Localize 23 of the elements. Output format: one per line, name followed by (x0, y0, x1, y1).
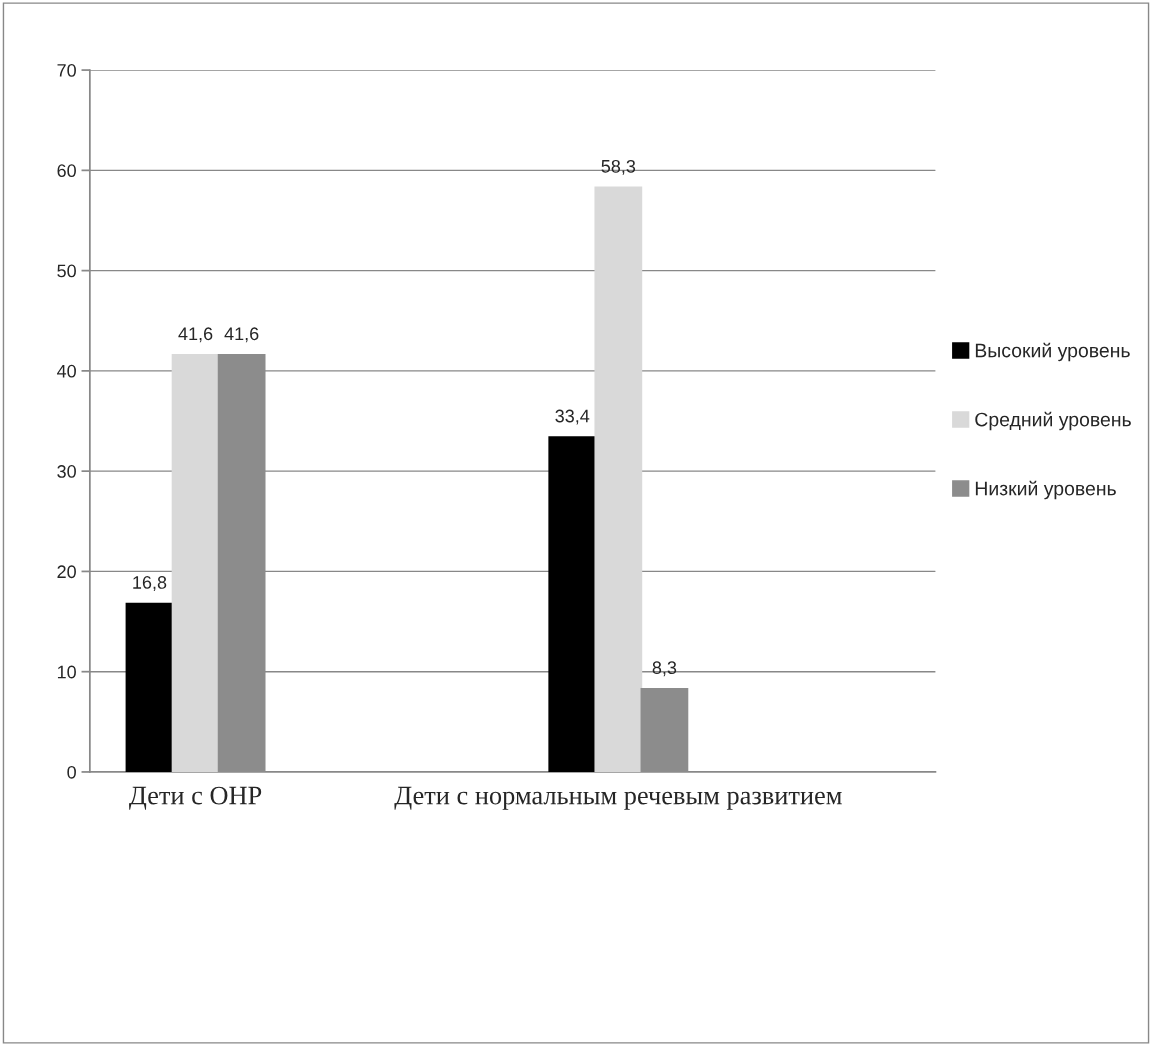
y-tick-label: 70 (57, 64, 76, 77)
legend-label: Высокий уровень (975, 342, 1130, 362)
y-tick-label: 30 (57, 465, 76, 478)
data-label: 16,8 (133, 576, 167, 591)
x-tick-label: Дети с нормальным речевым развитием (394, 786, 842, 810)
legend-label: Средний уровень (975, 411, 1131, 431)
bar (125, 602, 174, 772)
x-tick-label: Дети с ОНР (129, 786, 262, 810)
data-label: 8,3 (652, 661, 677, 677)
y-tick-label: 10 (57, 665, 76, 679)
y-tick-label: 0 (67, 765, 76, 779)
legend-label: Низкий уровень (975, 480, 1116, 500)
data-label: 33,4 (555, 409, 590, 425)
data-label: 41,6 (178, 327, 213, 343)
data-label: 41,6 (224, 327, 259, 343)
data-label: 58,3 (601, 159, 636, 175)
bar (548, 436, 597, 772)
y-tick-label: 40 (57, 364, 76, 378)
bar (171, 354, 220, 772)
y-tick-label: 50 (57, 264, 76, 278)
y-tick-label: 20 (57, 565, 76, 579)
bar (594, 186, 643, 772)
y-tick-label: 60 (57, 164, 76, 178)
